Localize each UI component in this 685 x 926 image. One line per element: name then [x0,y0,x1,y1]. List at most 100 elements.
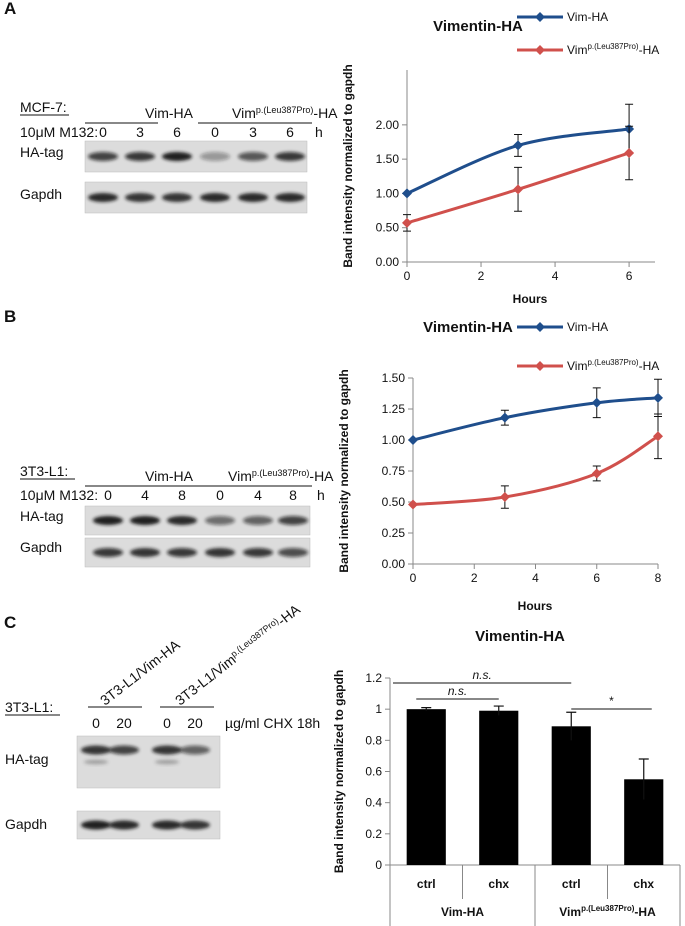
blot-band [81,820,111,830]
blot-band [238,152,268,161]
blot-image [84,140,308,173]
y-tick-label: 1.25 [382,402,406,416]
legend-label-part: Vim-HA [567,10,608,24]
lane-group-label-part: Vim [232,105,256,121]
lane-group-label: 3T3-L1/Vimp.(Leu387Pro)-HA [172,601,304,709]
y-tick-label: 0.75 [382,464,406,478]
y-axis-title: Band intensity normalized to gapdh [332,670,346,873]
x-tick-label: 2 [471,571,478,585]
blot-row-label: Gapdh [5,816,47,832]
bar [479,710,519,865]
y-tick-label: 1.50 [376,152,400,166]
legend-marker [535,45,545,55]
x-tick-label: ctrl [562,877,581,891]
blot-row-label: Gapdh [20,186,62,202]
bar [406,709,446,865]
blot-row-label: HA-tag [20,508,64,524]
legend-label: Vim-HA [567,10,608,24]
lane-label: 20 [187,715,203,731]
blot-band [125,152,155,161]
blot-row-label: HA-tag [5,751,49,767]
lane-label: 0 [99,124,107,140]
annotation: n.s. [448,684,467,698]
x-tick-label: 0 [404,269,411,283]
marker [499,412,510,423]
blot-band [93,548,123,557]
y-tick-label: 0.8 [365,733,382,747]
lane-label: 0 [163,715,171,731]
legend-label-part: p.(Leu387Pro) [587,42,638,51]
blot-band [88,152,118,161]
blot-band [167,548,197,557]
marker [591,468,602,479]
y-tick-label: 1.2 [365,671,382,685]
y-tick-label: 0.50 [376,221,400,235]
blot-band [88,193,118,202]
y-tick-label: 0.6 [365,765,382,779]
cell-line-label: 3T3-L1: [20,463,68,479]
lane-label: 6 [286,124,294,140]
lane-label: 6 [173,124,181,140]
blot-band [155,759,179,765]
lane-label: 4 [254,487,262,503]
x-tick-label: 8 [655,571,662,585]
lane-group-label: Vimp.(Leu387Pro)-HA [232,105,338,121]
group-label-part: Vim-HA [441,905,484,919]
lane-group-label: Vim-HA [145,468,194,484]
y-tick-label: 1.00 [376,186,400,200]
x-axis-title: Hours [513,292,548,306]
lane-group-label-part: Vim [228,468,252,484]
bar [551,726,591,865]
y-tick-label: 0.4 [365,796,382,810]
series-line [412,396,659,442]
legend-label: Vim-HA [567,320,608,334]
treatment-label: 10μM M132: [20,487,98,503]
legend-marker [535,361,545,371]
legend-label-part: p.(Leu387Pro) [587,358,638,367]
blot-band [130,548,160,557]
blot-band [180,820,210,830]
lane-group-label: Vimp.(Leu387Pro)-HA [228,468,334,484]
x-tick-label: 4 [532,571,539,585]
lane-group-label-part: p.(Leu387Pro) [256,105,314,115]
error-bar [493,705,504,716]
unit-label: h [317,487,325,503]
x-tick-label: 6 [593,571,600,585]
x-axis-title: Hours [518,599,553,613]
marker [624,147,635,158]
lane-group-label-part: 3T3-L1/Vim [172,651,239,708]
chart-title: Vimentin-HA [423,319,513,336]
lane-label: 20 [116,715,132,731]
blot-band [130,516,160,525]
marker [408,435,418,445]
blot-band [162,193,192,202]
lane-label: 3 [249,124,257,140]
lane-group-label: Vim-HA [145,105,194,121]
x-tick-label: 6 [626,269,633,283]
legend-marker [535,12,545,22]
lane-label: 0 [104,487,112,503]
lane-group-label-part: Vim-HA [145,105,194,121]
y-tick-label: 1 [375,702,382,716]
lane-label: 8 [289,487,297,503]
legend-label-part: Vim [567,43,587,57]
x-tick-label: 2 [478,269,485,283]
blot-band [238,193,268,202]
legend-label-part: Vim [567,359,587,373]
x-tick-label: chx [633,877,654,891]
y-tick-label: 2.00 [376,118,400,132]
cell-line-label: 3T3-L1: [5,699,53,715]
blot-band [81,745,111,755]
legend-label-part: -HA [639,359,660,373]
error-bar [421,707,432,711]
group-label-part: -HA [634,905,656,919]
annotation: * [609,694,614,708]
y-axis-title: Band intensity normalized to gapdh [341,64,355,267]
y-tick-label: 1.50 [382,371,406,385]
marker [653,431,663,442]
unit-label: h [315,124,323,140]
blot-band [275,152,305,161]
blot-band [109,820,139,830]
blot-band [205,516,235,525]
blot-band [200,152,230,161]
